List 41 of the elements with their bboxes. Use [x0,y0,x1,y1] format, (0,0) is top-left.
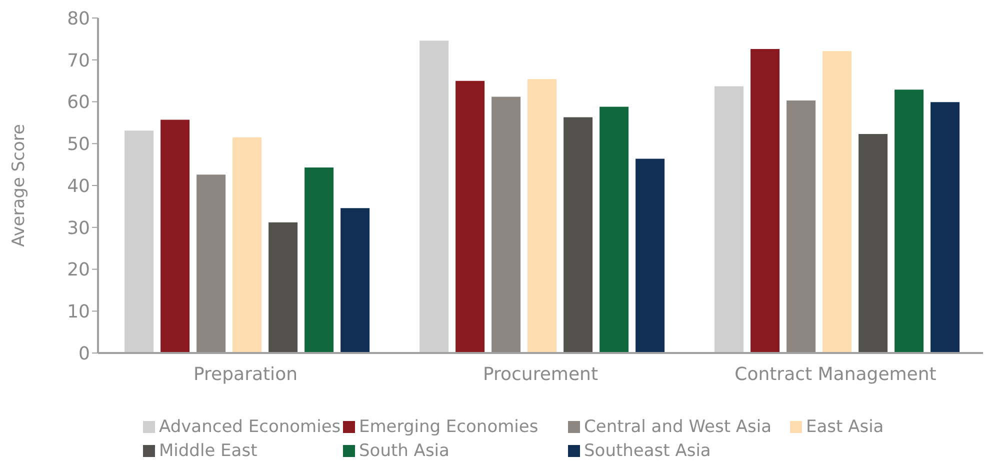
bar [858,134,888,353]
bar [456,80,485,353]
bar [196,174,226,353]
bar [492,96,521,353]
y-axis-title: Average Score [9,124,30,247]
bar [786,100,816,353]
bar [340,208,370,353]
bar [304,167,334,353]
x-tick-label: Procurement [482,364,598,385]
y-tick-label: 80 [67,8,90,30]
legend-label: East Asia [806,416,884,439]
x-tick-label: Preparation [194,364,298,385]
bar [528,79,557,353]
x-tick-label: Contract Management [734,364,936,385]
y-tick-label: 70 [67,50,90,72]
bar [750,48,780,353]
bar [714,86,744,353]
y-tick-label: 0 [78,343,90,364]
y-tick-label: 10 [67,302,90,323]
bar [124,130,154,353]
legend-label: Southeast Asia [584,440,711,463]
bar [822,51,852,353]
legend-label: Advanced Economies [159,416,341,439]
bar [232,137,262,353]
y-tick-label: 30 [67,218,90,239]
y-tick-label: 50 [67,134,90,156]
bar [268,222,298,353]
y-tick-label: 40 [67,176,90,197]
legend-label: Emerging Economies [359,416,538,439]
y-tick-label: 20 [67,260,90,281]
legend-label: South Asia [359,440,450,463]
legend-label: Central and West Asia [584,416,772,439]
bar [564,117,593,353]
bar [894,90,924,353]
bar [160,120,190,353]
bar [636,158,665,353]
bar [930,102,960,353]
legend-label: Middle East [159,440,258,463]
bar [600,106,629,353]
y-tick-label: 60 [67,92,90,114]
bar [420,40,449,353]
